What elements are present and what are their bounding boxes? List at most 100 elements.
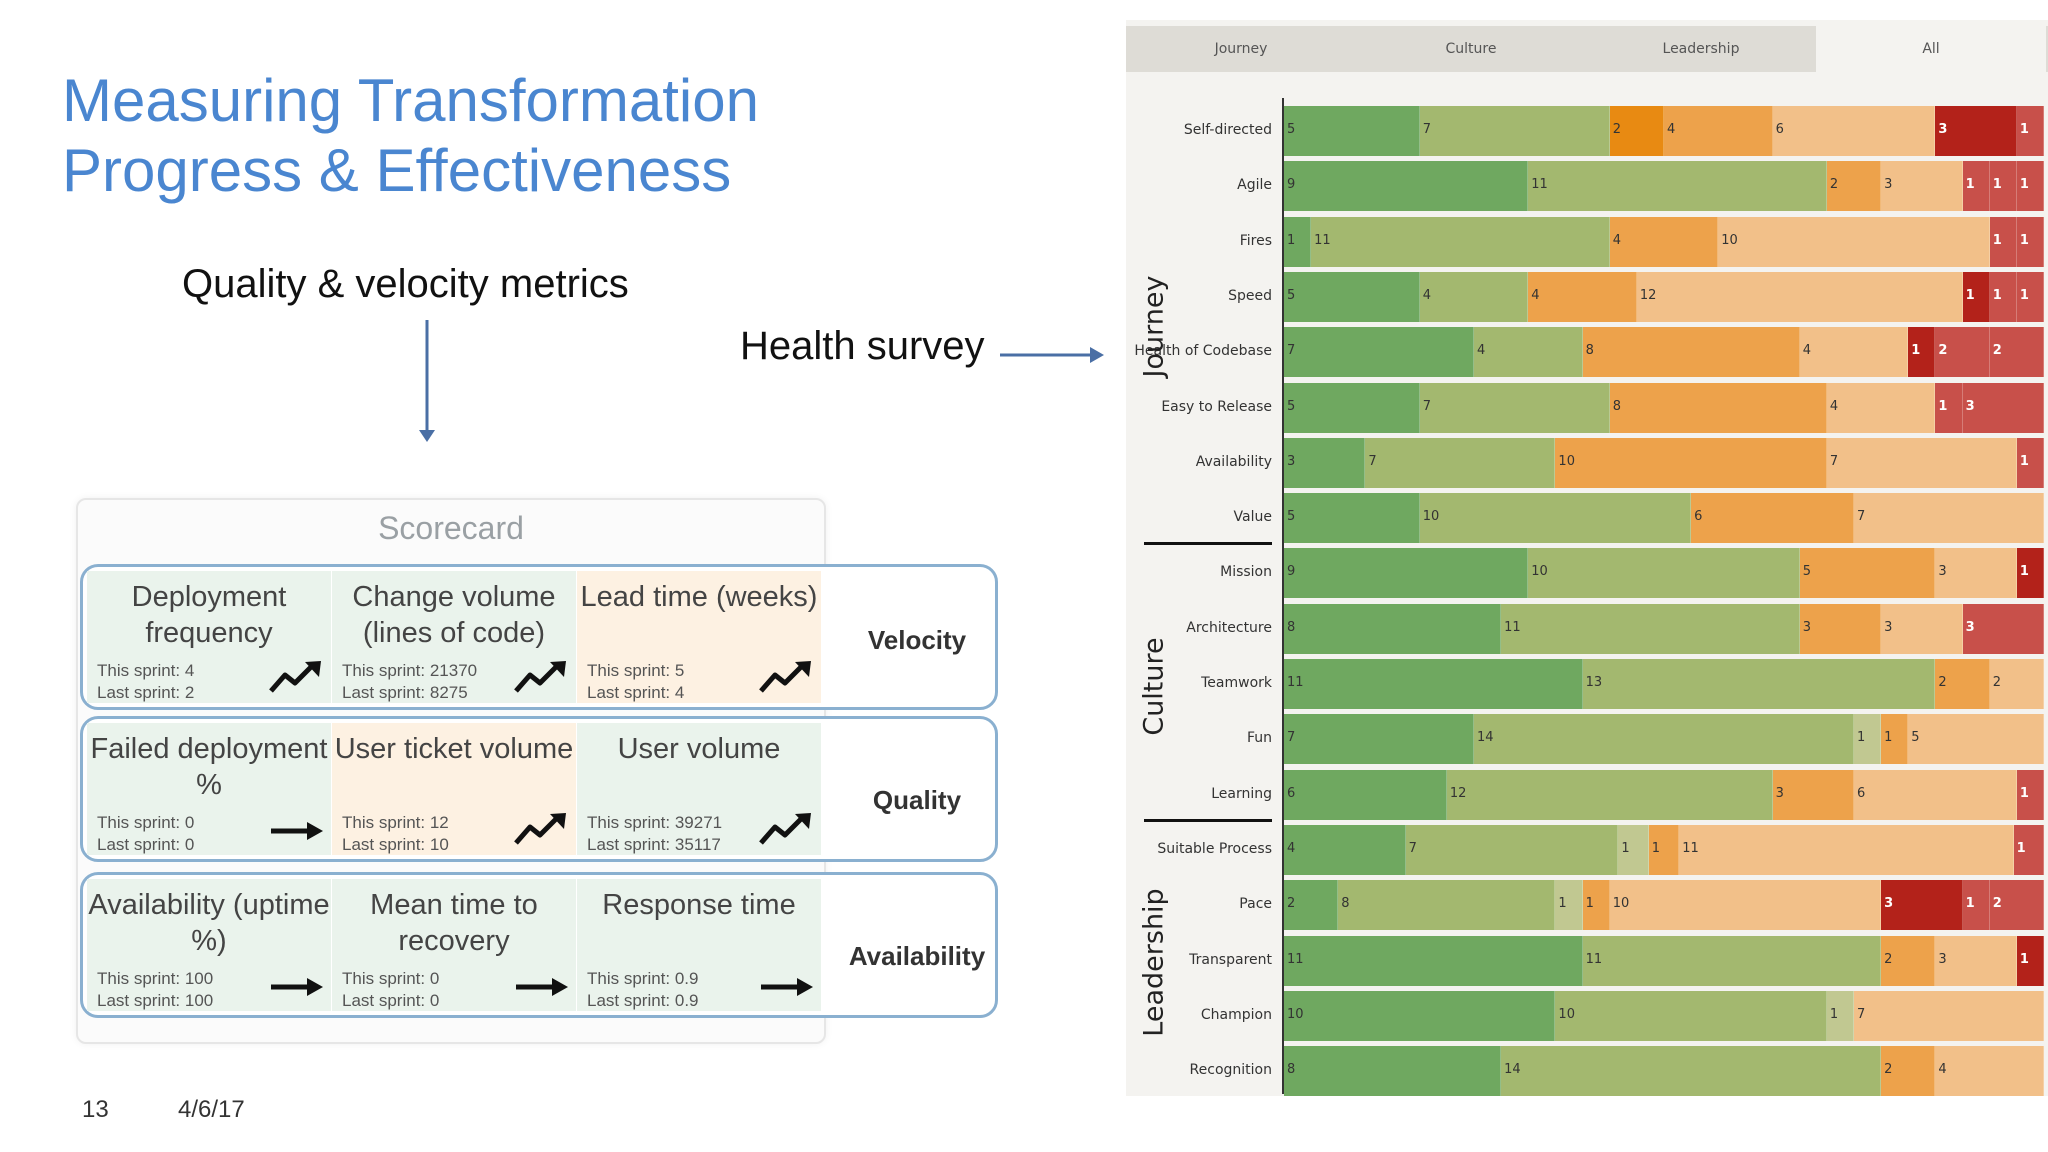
- survey-bar-segment: 3: [1935, 106, 2017, 156]
- segment-value: 1: [2019, 287, 2029, 303]
- survey-bar-segment: 2: [1989, 880, 2044, 931]
- segment-value: 1: [1965, 287, 1975, 303]
- segment-value: 4: [1612, 232, 1621, 248]
- metric-this-sprint: This sprint: 5: [587, 661, 685, 680]
- survey-row-label: Transparent: [1189, 951, 1272, 968]
- metric-last-sprint: Last sprint: 0: [97, 835, 195, 854]
- metric-last-sprint: Last sprint: 0.9: [587, 991, 699, 1010]
- segment-value: 10: [1612, 896, 1630, 912]
- survey-bar-segment: 1: [1854, 714, 1882, 765]
- slide-title: Measuring Transformation Progress & Effe…: [62, 67, 759, 204]
- survey-group-label: Leadership: [1138, 888, 1170, 1037]
- right-arrow-icon: [1000, 347, 1104, 363]
- survey-bar-segment: 3: [1881, 161, 1963, 212]
- survey-bar-segment: 1: [1582, 880, 1610, 931]
- segment-value: 2: [1992, 675, 2001, 690]
- down-arrow-icon: [419, 320, 435, 442]
- survey-row-label: Architecture: [1186, 619, 1272, 636]
- survey-bar-segment: 10: [1718, 216, 1990, 267]
- survey-row-label: Teamwork: [1201, 675, 1272, 691]
- survey-bar-segment: 1: [1826, 990, 1854, 1041]
- survey-bar-segment: 4: [1935, 1046, 2044, 1097]
- segment-value: 3: [1938, 564, 1947, 580]
- scorecard-row-label: Availability: [848, 941, 986, 971]
- segment-value: 1: [1938, 398, 1948, 414]
- survey-bar-segment: 5: [1284, 271, 1420, 322]
- segment-value: 1: [1992, 232, 2002, 248]
- tab-all[interactable]: All: [1816, 26, 2046, 72]
- survey-bar-segment: 10: [1419, 493, 1692, 544]
- survey-bar-segment: 11: [1528, 161, 1827, 212]
- segment-value: 7: [1408, 840, 1417, 856]
- survey-bar-segment: 7: [1419, 382, 1610, 433]
- segment-value: 10: [1721, 232, 1738, 248]
- segment-value: 4: [1531, 287, 1540, 303]
- quality-velocity-label: Quality & velocity metrics: [182, 262, 629, 306]
- segment-value: 1: [1651, 840, 1661, 856]
- metric-this-sprint: This sprint: 12: [342, 813, 449, 832]
- segment-value: 7: [1857, 509, 1866, 525]
- segment-value: 11: [1504, 619, 1521, 635]
- segment-value: 2: [1884, 951, 1893, 967]
- segment-value: 7: [1422, 398, 1431, 414]
- metric-last-sprint: Last sprint: 35117: [587, 835, 721, 854]
- survey-bar-segment: 2: [1881, 935, 1936, 986]
- survey-bar-segment: 1: [2016, 437, 2044, 488]
- survey-bar-segment: 10: [1555, 437, 1827, 488]
- survey-bar-segment: 1: [1962, 161, 1990, 212]
- segment-value: 10: [1558, 1006, 1575, 1022]
- trend-up-icon: [514, 813, 566, 845]
- survey-bar-segment: 4: [1826, 382, 1936, 433]
- segment-value: 10: [1558, 453, 1575, 469]
- segment-value: 10: [1531, 564, 1548, 580]
- tab-culture[interactable]: Culture: [1445, 41, 1497, 57]
- survey-bar-segment: 1: [1962, 271, 1990, 322]
- metric-this-sprint: This sprint: 39271: [587, 813, 723, 832]
- scorecard-row-label: Velocity: [867, 625, 967, 655]
- segment-value: 14: [1504, 1062, 1521, 1078]
- survey-bar-segment: 5: [1799, 548, 1936, 599]
- survey-bar-segment: 13: [1582, 659, 1936, 709]
- metric-title: Failed deployment %: [90, 733, 328, 801]
- survey-tab-bar: Journey Culture Leadership All: [1126, 26, 2048, 72]
- trend-up-icon: [759, 813, 811, 845]
- segment-value: 6: [1694, 509, 1703, 525]
- survey-bar-segment: 3: [1772, 769, 1854, 820]
- survey-bar-segment: 2: [1609, 106, 1664, 156]
- survey-row-label: Mission: [1220, 564, 1272, 581]
- segment-value: 3: [1884, 177, 1893, 193]
- survey-bar-segment: 14: [1474, 714, 1854, 765]
- tab-leadership[interactable]: Leadership: [1662, 41, 1740, 57]
- segment-value: 9: [1287, 564, 1296, 580]
- segment-value: 2: [1884, 1062, 1893, 1078]
- survey-bar-segment: 2: [1881, 1046, 1936, 1097]
- segment-value: 11: [1287, 675, 1304, 690]
- segment-value: 1: [1992, 177, 2002, 193]
- survey-bar-segment: 5: [1284, 382, 1420, 433]
- survey-bar-segment: 1: [1989, 216, 2017, 267]
- survey-bar-segment: 1: [2016, 106, 2044, 156]
- segment-value: 2: [1938, 343, 1948, 359]
- segment-value: 3: [1965, 619, 1975, 635]
- survey-bar-segment: 1: [2016, 769, 2044, 820]
- survey-row-label: Availability: [1195, 453, 1272, 470]
- survey-bar-segment: 7: [1405, 824, 1619, 875]
- segment-value: 4: [1802, 343, 1811, 359]
- survey-bar-segment: 10: [1555, 990, 1827, 1041]
- metric-last-sprint: Last sprint: 8275: [342, 683, 468, 702]
- survey-row-label: Fires: [1239, 232, 1272, 249]
- survey-bar-segment: 11: [1501, 603, 1800, 654]
- survey-bar-segment: 9: [1284, 548, 1529, 599]
- segment-value: 3: [1965, 398, 1975, 414]
- survey-bar-segment: 8: [1609, 382, 1827, 433]
- segment-value: 7: [1287, 343, 1296, 359]
- segment-value: 2: [1829, 177, 1839, 193]
- segment-value: 7: [1368, 453, 1377, 469]
- tab-journey[interactable]: Journey: [1214, 41, 1268, 57]
- survey-bar-segment: 11: [1679, 824, 2014, 875]
- segment-value: 3: [1884, 619, 1893, 635]
- health-survey-label: Health survey: [740, 324, 985, 368]
- metric-cell: User volume This sprint: 39271 Last sprint…: [577, 723, 821, 855]
- trend-up-icon: [759, 661, 811, 693]
- survey-row-label: Easy to Release: [1161, 398, 1272, 415]
